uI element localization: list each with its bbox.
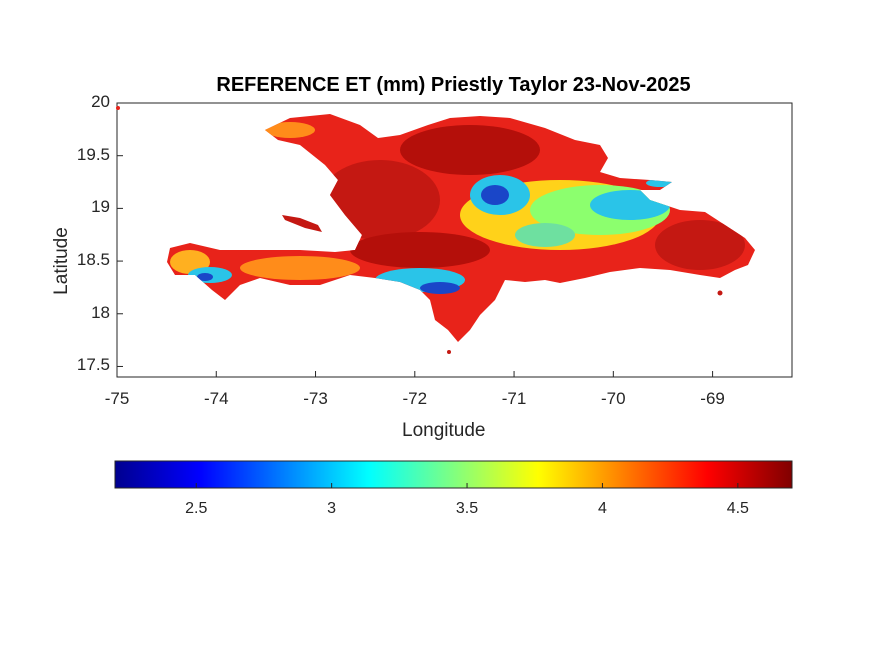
y-tick-label: 19	[91, 197, 110, 217]
et-lowest-region	[481, 185, 509, 205]
colorbar-tick-label: 2.5	[185, 500, 208, 517]
x-tick-label: -74	[203, 389, 229, 408]
et-mid-region	[240, 256, 360, 280]
x-tick-label: -75	[104, 389, 130, 408]
x-tick-label: -72	[402, 389, 428, 408]
y-axis-label: Latitude	[51, 227, 72, 295]
colorbar-tick-label: 3	[327, 500, 337, 517]
y-tick-label: 20	[91, 92, 110, 111]
et-mid-region	[265, 122, 315, 138]
et-high-region	[350, 232, 490, 268]
corner-islet	[116, 106, 120, 110]
y-axis-ticks	[117, 102, 123, 367]
et-low-region	[515, 223, 575, 247]
colorbar	[114, 460, 793, 489]
et-lowest-region	[197, 273, 213, 281]
gonave-island	[282, 215, 322, 232]
y-tick-label: 17.5	[76, 355, 110, 375]
x-tick-label: -71	[501, 389, 527, 408]
colorbar-tick-label: 4	[597, 500, 607, 517]
y-tick-label: 18.5	[76, 250, 110, 270]
x-tick-label: -73	[303, 389, 328, 408]
saona-islet	[717, 290, 723, 296]
et-high-region	[400, 125, 540, 175]
x-tick-label: -70	[601, 389, 626, 408]
map-title: REFERENCE ET (mm) Priestly Taylor 23-Nov…	[216, 74, 691, 96]
et-lowest-region	[420, 282, 460, 294]
et-high-region	[320, 160, 440, 240]
colorbar-ticks	[195, 483, 739, 488]
y-tick-label: 18	[91, 302, 110, 322]
colorbar-tick-label: 4.5	[726, 500, 749, 517]
x-tick-label: -69	[700, 389, 725, 408]
x-axis-label: Longitude	[402, 420, 486, 441]
y-tick-label: 19.5	[76, 144, 110, 164]
et-high-region	[655, 220, 745, 270]
beata-islet	[447, 350, 451, 354]
colorbar-tick-label: 3.5	[455, 500, 479, 517]
x-axis-ticks	[116, 371, 714, 377]
